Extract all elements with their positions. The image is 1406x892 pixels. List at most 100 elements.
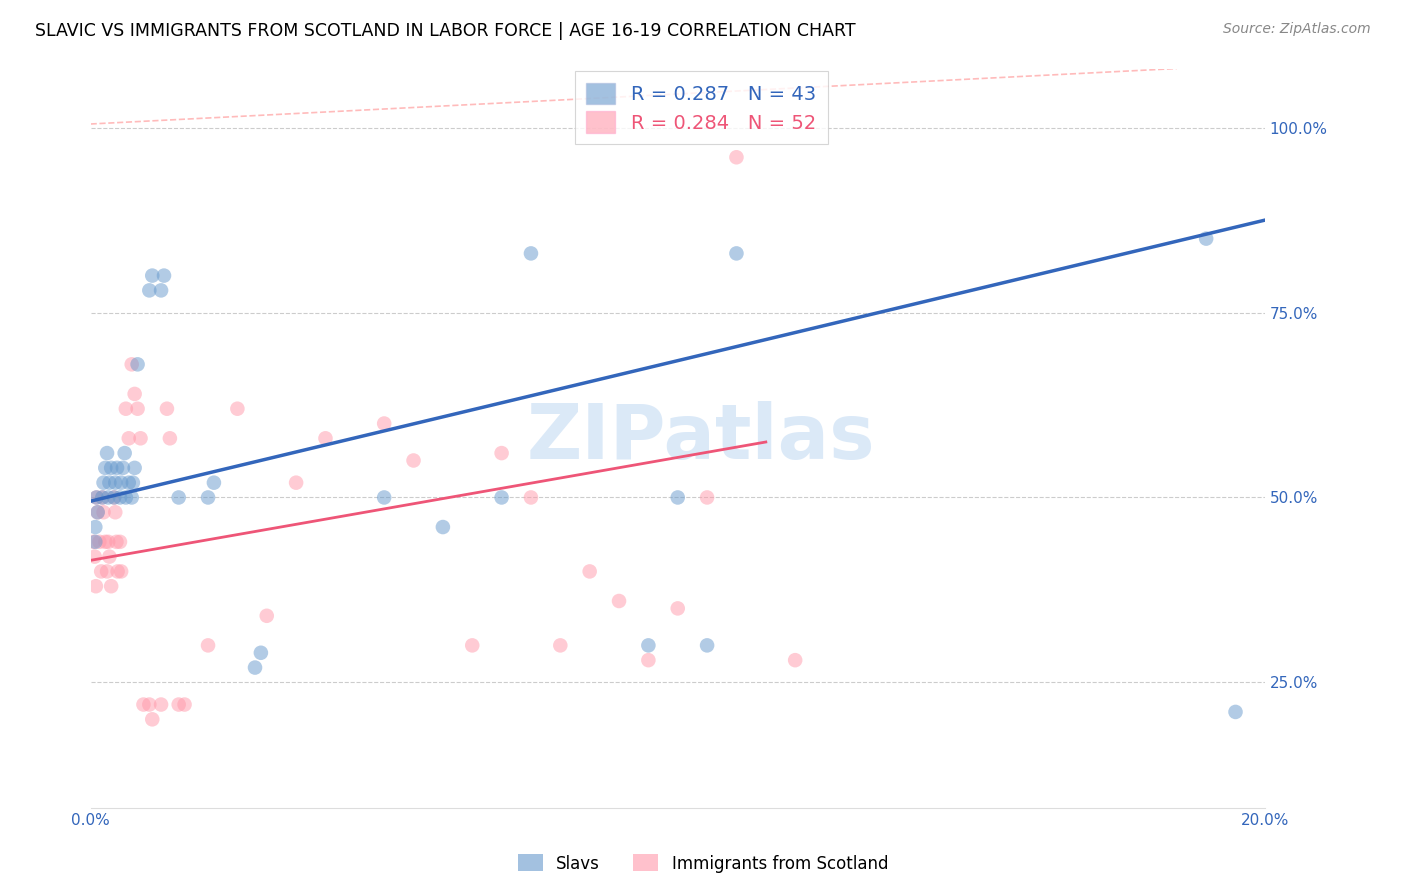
Point	[127, 401, 149, 416]
Point	[725, 246, 748, 260]
Point	[103, 491, 125, 505]
Text: ZIPatlas: ZIPatlas	[527, 401, 876, 475]
Point	[115, 401, 138, 416]
Point	[97, 491, 120, 505]
Point	[96, 446, 118, 460]
Point	[107, 565, 129, 579]
Point	[91, 491, 114, 505]
Point	[132, 698, 155, 712]
Point	[150, 284, 173, 298]
Point	[86, 505, 108, 519]
Text: Source: ZipAtlas.com: Source: ZipAtlas.com	[1223, 22, 1371, 37]
Point	[1195, 232, 1218, 246]
Point	[89, 534, 111, 549]
Point	[491, 446, 513, 460]
Point	[121, 357, 143, 371]
Point	[373, 491, 395, 505]
Point	[124, 461, 146, 475]
Point	[108, 534, 131, 549]
Point	[93, 505, 115, 519]
Point	[159, 431, 181, 445]
Point	[108, 491, 131, 505]
Point	[100, 579, 122, 593]
Point	[607, 594, 630, 608]
Point	[197, 639, 219, 653]
Point	[167, 491, 190, 505]
Point	[461, 639, 484, 653]
Point	[122, 475, 145, 490]
Point	[578, 565, 600, 579]
Point	[138, 284, 160, 298]
Point	[520, 246, 543, 260]
Point	[118, 475, 141, 490]
Point	[86, 505, 108, 519]
Point	[138, 698, 160, 712]
Point	[785, 653, 807, 667]
Point	[118, 431, 141, 445]
Point	[96, 565, 118, 579]
Point	[432, 520, 454, 534]
Point	[550, 639, 572, 653]
Point	[104, 505, 127, 519]
Point	[373, 417, 395, 431]
Point	[115, 491, 138, 505]
Text: SLAVIC VS IMMIGRANTS FROM SCOTLAND IN LABOR FORCE | AGE 16-19 CORRELATION CHART: SLAVIC VS IMMIGRANTS FROM SCOTLAND IN LA…	[35, 22, 856, 40]
Point	[173, 698, 195, 712]
Point	[197, 491, 219, 505]
Point	[110, 565, 132, 579]
Point	[167, 698, 190, 712]
Point	[110, 475, 132, 490]
Point	[94, 461, 117, 475]
Point	[153, 268, 176, 283]
Point	[696, 639, 718, 653]
Point	[520, 491, 543, 505]
Point	[202, 475, 225, 490]
Point	[156, 401, 179, 416]
Point	[250, 646, 273, 660]
Point	[83, 534, 105, 549]
Point	[141, 268, 163, 283]
Point	[93, 475, 115, 490]
Point	[121, 491, 143, 505]
Point	[114, 446, 136, 460]
Point	[491, 491, 513, 505]
Point	[104, 475, 127, 490]
Point	[666, 491, 689, 505]
Point	[1225, 705, 1247, 719]
Point	[127, 357, 149, 371]
Point	[696, 491, 718, 505]
Point	[98, 549, 121, 564]
Point	[150, 698, 173, 712]
Point	[637, 639, 659, 653]
Point	[91, 491, 114, 505]
Point	[725, 150, 748, 164]
Point	[105, 461, 128, 475]
Legend: Slavs, Immigrants from Scotland: Slavs, Immigrants from Scotland	[512, 847, 894, 880]
Legend: R = 0.287   N = 43, R = 0.284   N = 52: R = 0.287 N = 43, R = 0.284 N = 52	[575, 70, 828, 145]
Point	[314, 431, 336, 445]
Point	[666, 601, 689, 615]
Point	[226, 401, 249, 416]
Point	[83, 549, 105, 564]
Point	[86, 491, 108, 505]
Point	[129, 431, 152, 445]
Point	[84, 579, 107, 593]
Point	[402, 453, 425, 467]
Point	[637, 653, 659, 667]
Point	[94, 534, 117, 549]
Point	[103, 491, 125, 505]
Point	[86, 491, 108, 505]
Point	[141, 712, 163, 726]
Point	[98, 475, 121, 490]
Point	[124, 387, 146, 401]
Point	[111, 461, 134, 475]
Point	[84, 534, 107, 549]
Point	[256, 608, 278, 623]
Point	[97, 534, 120, 549]
Point	[285, 475, 308, 490]
Point	[100, 461, 122, 475]
Point	[243, 660, 266, 674]
Point	[90, 565, 112, 579]
Point	[105, 534, 128, 549]
Point	[84, 520, 107, 534]
